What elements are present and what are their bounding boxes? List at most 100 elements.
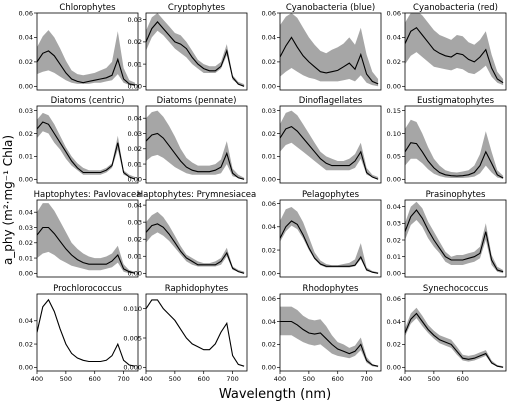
- panel-frame-raphidophytes: [145, 293, 248, 372]
- panel-frame-haptophytes-pavlovacea: [36, 199, 139, 278]
- plot-area-diatoms-centric: [37, 112, 136, 180]
- panel-pelagophytes: Pelagophytes 0.00 0.02 0.04 0.06: [262, 190, 382, 278]
- ytick-label: 0.00: [262, 270, 276, 278]
- ytick-label: 0.01: [262, 153, 276, 161]
- panel-title-chlorophytes: Chlorophytes: [59, 3, 116, 13]
- ytick-label: 0.04: [19, 209, 33, 217]
- panel-haptophytes-prymnesiacea: Haptophytes: Prymnesiacea 0.00 0.01 0.02 0.0…: [128, 190, 257, 278]
- uncertainty-band-diatoms-centric: [37, 112, 136, 180]
- x-axis-label: Wavelength (nm): [219, 387, 331, 402]
- ytick-label: 0.02: [19, 239, 33, 247]
- ytick-label: 0.00: [128, 176, 142, 184]
- panel-frame-diatoms-pennate: [145, 105, 248, 184]
- ytick-label: 0.00: [262, 83, 276, 91]
- xtick-label: 700: [117, 375, 129, 383]
- ytick-label: 0.010: [123, 305, 142, 313]
- panel-title-dinoflagellates: Dinoflagellates: [299, 96, 363, 106]
- ytick-label: 0.06: [387, 9, 401, 17]
- plot-area-cyanobacteria-blue: [280, 13, 379, 87]
- panel-prochlorococcus: Prochlorococcus 0.00 0.02 0.04 400 500 600 700: [19, 284, 139, 383]
- uncertainty-band-eustigmatophytes: [405, 119, 504, 179]
- panel-synechococcus: Synechococcus 0.00 0.02 0.04 0.06 400 500 600: [387, 284, 507, 383]
- mean-line-cryptophytes: [146, 21, 245, 87]
- ytick-label: 0.02: [19, 340, 33, 348]
- xtick-label: 400: [140, 375, 152, 383]
- ytick-label: 0.04: [262, 318, 276, 326]
- panel-title-haptophytes-prymnesiacea: Haptophytes: Prymnesiacea: [137, 190, 256, 200]
- mean-line-chlorophytes: [37, 50, 136, 86]
- xtick-label: 400: [399, 375, 411, 383]
- mean-line-diatoms-pennate: [146, 132, 245, 180]
- panel-frame-haptophytes-prymnesiacea: [145, 199, 248, 278]
- xtick-label: 600: [89, 375, 101, 383]
- ytick-label: 0.01: [128, 160, 142, 168]
- panel-title-raphidophytes: Raphidophytes: [165, 284, 229, 294]
- ytick-label: 0.00: [262, 364, 276, 372]
- panel-title-haptophytes-pavlovacea: Haptophytes: Pavlovacea: [34, 190, 142, 200]
- panel-cryptophytes: Cryptophytes 0.00 0.01 0.02 0.03: [128, 3, 248, 91]
- xtick-label: 400: [274, 375, 286, 383]
- panel-chlorophytes: Chlorophytes 0.00 0.02 0.04 0.06: [19, 3, 139, 91]
- mean-line-synechococcus: [405, 312, 504, 368]
- ytick-label: 0.02: [387, 58, 401, 66]
- xtick-label: 600: [457, 375, 469, 383]
- mean-line-pelagophytes: [280, 220, 379, 274]
- ytick-label: 0.03: [19, 107, 33, 115]
- ytick-label: 0.00: [387, 364, 401, 372]
- ytick-label: 0.02: [128, 38, 142, 46]
- ytick-label: 0.00: [128, 83, 142, 91]
- ytick-label: 0.04: [19, 317, 33, 325]
- mean-line-cyanobacteria-blue: [280, 36, 379, 85]
- ytick-label: 0.02: [262, 341, 276, 349]
- ytick-label: 0.03: [19, 224, 33, 232]
- ytick-label: 0.02: [19, 58, 33, 66]
- ytick-label: 0.005: [123, 334, 142, 342]
- plot-area-pelagophytes: [280, 207, 379, 274]
- panel-prasinophytes: Prasinophytes 0.00 0.01 0.02 0.03 0.04: [387, 190, 507, 278]
- panel-frame-eustigmatophytes: [404, 105, 507, 184]
- plot-area-synechococcus: [405, 307, 504, 368]
- ytick-label: 0.00: [19, 83, 33, 91]
- panel-rhodophytes: Rhodophytes 0.00 0.02 0.04 0.06 400 500 600 700: [262, 284, 382, 383]
- ytick-label: 0.00: [19, 270, 33, 278]
- panel-frame-cyanobacteria-red: [404, 12, 507, 91]
- ytick-label: 0.02: [128, 145, 142, 153]
- mean-line-diatoms-centric: [37, 121, 136, 180]
- panel-frame-prochlorococcus: [36, 293, 139, 372]
- ytick-label: 0.04: [128, 201, 142, 209]
- ytick-label: 0.01: [19, 153, 33, 161]
- plot-area-chlorophytes: [37, 30, 136, 87]
- panel-title-cryptophytes: Cryptophytes: [168, 3, 226, 13]
- ytick-label: 0.06: [262, 295, 276, 303]
- panel-dinoflagellates: Dinoflagellates 0.00 0.01 0.02 0.03: [262, 96, 382, 184]
- uncertainty-band-synechococcus: [405, 307, 504, 368]
- ytick-label: 0.000: [123, 364, 142, 372]
- ytick-label: 0.04: [262, 34, 276, 42]
- panel-frame-synechococcus: [404, 293, 507, 372]
- uncertainty-band-cyanobacteria-red: [405, 13, 504, 86]
- ytick-label: 0.02: [387, 236, 401, 244]
- xtick-label: 600: [198, 375, 210, 383]
- mean-line-prasinophytes: [405, 209, 504, 273]
- uncertainty-band-rhodophytes: [280, 306, 379, 368]
- panel-title-diatoms-pennate: Diatoms (pennate): [157, 96, 237, 106]
- mean-line-cyanobacteria-red: [405, 26, 504, 84]
- mean-line-haptophytes-prymnesiacea: [146, 223, 245, 274]
- panel-cyanobacteria-blue: Cyanobacteria (blue) 0.00 0.02 0.04 0.06: [262, 3, 382, 91]
- ytick-label: 0.04: [19, 34, 33, 42]
- plot-area-diatoms-pennate: [146, 110, 245, 180]
- panel-haptophytes-pavlovacea: Haptophytes: Pavlovacea 0.00 0.01 0.02 0.03 0…: [19, 190, 142, 278]
- mean-line-eustigmatophytes: [405, 142, 504, 179]
- uncertainty-band-prasinophytes: [405, 201, 504, 274]
- panel-grid: Chlorophytes 0.00 0.02 0.04 0.06 Cryptophytes…: [19, 3, 507, 383]
- y-axis-label: a_phy (m²·mg⁻¹ Chla): [1, 135, 15, 265]
- ytick-label: 0.06: [262, 9, 276, 17]
- ytick-label: 0.01: [387, 253, 401, 261]
- uncertainty-band-diatoms-pennate: [146, 110, 245, 180]
- ytick-label: 0.02: [128, 236, 142, 244]
- ytick-label: 0.05: [387, 153, 401, 161]
- panel-frame-pelagophytes: [279, 199, 382, 278]
- uncertainty-band-cyanobacteria-blue: [280, 13, 379, 87]
- ytick-label: 0.10: [387, 130, 401, 138]
